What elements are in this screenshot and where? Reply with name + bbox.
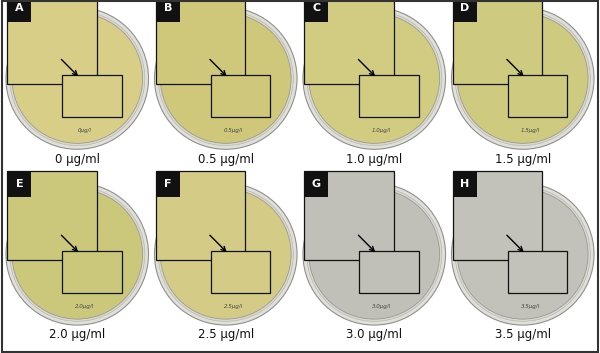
Bar bbox=[211, 75, 271, 117]
Bar bbox=[7, 170, 31, 197]
Bar bbox=[304, 0, 394, 84]
Text: 3.0μg/l: 3.0μg/l bbox=[372, 304, 391, 309]
Text: C: C bbox=[312, 3, 320, 13]
Bar bbox=[453, 170, 477, 197]
Bar bbox=[508, 251, 568, 293]
Ellipse shape bbox=[303, 183, 446, 325]
Text: E: E bbox=[16, 179, 23, 189]
Bar bbox=[156, 0, 180, 22]
Ellipse shape bbox=[455, 11, 590, 145]
Text: 0.5μg/l: 0.5μg/l bbox=[224, 128, 243, 133]
Text: 0.5 μg/ml: 0.5 μg/ml bbox=[197, 152, 254, 166]
Ellipse shape bbox=[160, 13, 291, 143]
Ellipse shape bbox=[309, 13, 440, 143]
Ellipse shape bbox=[457, 13, 588, 143]
Bar bbox=[211, 251, 271, 293]
Bar bbox=[304, 170, 328, 197]
Bar bbox=[7, 0, 97, 84]
Ellipse shape bbox=[160, 189, 291, 319]
Bar bbox=[453, 170, 542, 260]
Ellipse shape bbox=[158, 187, 293, 321]
Ellipse shape bbox=[12, 189, 143, 319]
Ellipse shape bbox=[6, 183, 149, 325]
Text: H: H bbox=[460, 179, 469, 189]
Ellipse shape bbox=[307, 11, 442, 145]
Text: 2.5 μg/ml: 2.5 μg/ml bbox=[197, 328, 254, 341]
Text: 3.5μg/l: 3.5μg/l bbox=[521, 304, 540, 309]
Text: 0μg/l: 0μg/l bbox=[78, 128, 92, 133]
Ellipse shape bbox=[154, 7, 297, 149]
Bar bbox=[304, 170, 394, 260]
Ellipse shape bbox=[154, 183, 297, 325]
Ellipse shape bbox=[457, 189, 588, 319]
Bar bbox=[304, 0, 328, 22]
Bar bbox=[453, 0, 477, 22]
Text: G: G bbox=[312, 179, 321, 189]
Bar bbox=[453, 0, 542, 84]
Bar bbox=[7, 0, 31, 22]
Text: A: A bbox=[15, 3, 23, 13]
Ellipse shape bbox=[12, 13, 143, 143]
Text: 2.0 μg/ml: 2.0 μg/ml bbox=[49, 328, 106, 341]
Bar bbox=[156, 170, 180, 197]
Bar bbox=[359, 75, 419, 117]
Bar bbox=[62, 75, 122, 117]
Text: 1.5 μg/ml: 1.5 μg/ml bbox=[494, 152, 551, 166]
Text: 0 μg/ml: 0 μg/ml bbox=[55, 152, 100, 166]
Text: 2.0μg/l: 2.0μg/l bbox=[75, 304, 94, 309]
Ellipse shape bbox=[158, 11, 293, 145]
Ellipse shape bbox=[451, 7, 594, 149]
Ellipse shape bbox=[10, 11, 145, 145]
Text: 1.0μg/l: 1.0μg/l bbox=[372, 128, 391, 133]
Text: 2.5μg/l: 2.5μg/l bbox=[224, 304, 243, 309]
Bar bbox=[62, 251, 122, 293]
Text: 1.0 μg/ml: 1.0 μg/ml bbox=[346, 152, 403, 166]
Text: 3.5 μg/ml: 3.5 μg/ml bbox=[494, 328, 551, 341]
Text: D: D bbox=[460, 3, 469, 13]
Ellipse shape bbox=[6, 7, 149, 149]
Ellipse shape bbox=[309, 189, 440, 319]
Bar bbox=[359, 251, 419, 293]
Bar bbox=[156, 0, 245, 84]
Ellipse shape bbox=[10, 187, 145, 321]
Bar bbox=[7, 170, 97, 260]
Ellipse shape bbox=[307, 187, 442, 321]
Text: 1.5μg/l: 1.5μg/l bbox=[521, 128, 540, 133]
Text: F: F bbox=[164, 179, 172, 189]
Text: 3.0 μg/ml: 3.0 μg/ml bbox=[346, 328, 403, 341]
Ellipse shape bbox=[455, 187, 590, 321]
Ellipse shape bbox=[451, 183, 594, 325]
Bar bbox=[508, 75, 568, 117]
Bar bbox=[156, 170, 245, 260]
Ellipse shape bbox=[303, 7, 446, 149]
Text: B: B bbox=[164, 3, 172, 13]
